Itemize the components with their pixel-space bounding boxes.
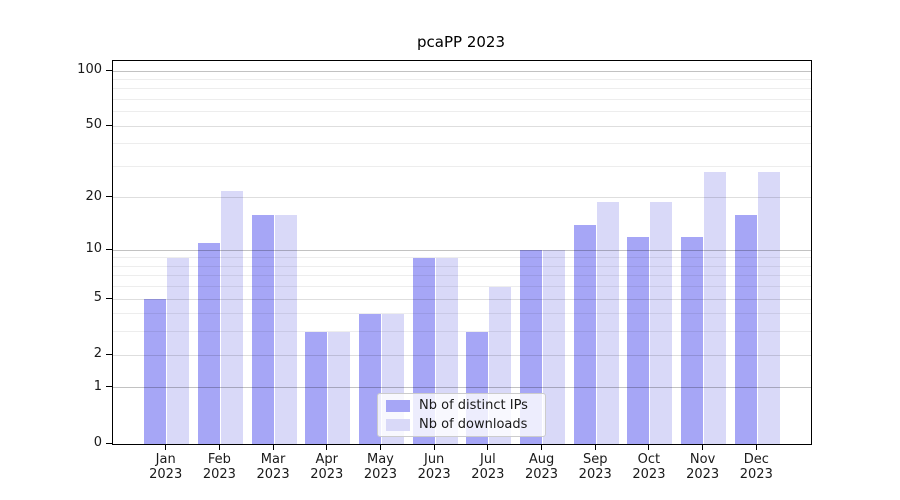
y-tick-label-1: 1 xyxy=(93,378,102,394)
x-tick-label-mar: Mar 2023 xyxy=(256,452,290,482)
x-tick-aug xyxy=(541,444,543,450)
gridline-minor-90 xyxy=(113,78,811,80)
x-tick-mar xyxy=(272,444,274,450)
bar-ips-feb xyxy=(197,243,220,444)
legend-swatch-ips-icon xyxy=(386,399,410,412)
x-tick-feb xyxy=(218,444,220,450)
x-tick-dec xyxy=(755,444,757,450)
gridline-minor-70 xyxy=(113,98,811,100)
gridline-minor-80 xyxy=(113,88,811,90)
bar-downloads-aug xyxy=(543,250,566,444)
x-tick-label-may: May 2023 xyxy=(363,452,397,482)
y-tick-1 xyxy=(106,386,112,388)
y-tick-50 xyxy=(106,124,112,126)
y-tick-100 xyxy=(106,69,112,71)
gridline-minor-40 xyxy=(113,143,811,145)
bar-downloads-oct xyxy=(650,201,673,444)
y-tick-label-100: 100 xyxy=(77,62,102,77)
bar-ips-jan xyxy=(144,299,167,444)
y-tick-label-20: 20 xyxy=(85,188,102,204)
x-tick-jul xyxy=(487,444,489,450)
x-tick-label-jun: Jun 2023 xyxy=(417,452,451,482)
plot-area xyxy=(112,60,812,445)
bar-ips-may xyxy=(358,313,381,444)
y-tick-label-10: 10 xyxy=(85,241,102,257)
bar-downloads-nov xyxy=(704,171,727,444)
y-tick-label-2: 2 xyxy=(93,346,102,362)
chart-title: pcaPP 2023 xyxy=(417,33,505,51)
bar-ips-apr xyxy=(305,331,328,444)
bar-downloads-mar xyxy=(274,215,297,444)
x-tick-label-aug: Aug 2023 xyxy=(524,452,559,482)
gridline-mid-50 xyxy=(113,125,811,127)
gridline-decade-100 xyxy=(113,70,811,72)
x-tick-may xyxy=(379,444,381,450)
y-tick-5 xyxy=(106,297,112,299)
x-tick-label-jul: Jul 2023 xyxy=(471,452,505,482)
y-tick-label-50: 50 xyxy=(85,117,102,133)
legend-label-downloads: Nb of downloads xyxy=(419,416,528,432)
bar-ips-sep xyxy=(573,225,596,444)
x-tick-label-nov: Nov 2023 xyxy=(686,452,720,482)
bar-ips-nov xyxy=(681,236,704,444)
y-tick-0 xyxy=(106,442,112,444)
legend-swatch-downloads-icon xyxy=(386,418,410,431)
y-tick-label-0: 0 xyxy=(93,435,102,450)
x-tick-jan xyxy=(165,444,167,450)
bar-ips-oct xyxy=(627,236,650,444)
x-tick-jun xyxy=(433,444,435,450)
bar-downloads-feb xyxy=(220,190,243,444)
legend: Nb of distinct IPs Nb of downloads xyxy=(377,393,546,437)
bar-ips-dec xyxy=(734,215,757,444)
bar-downloads-sep xyxy=(596,201,619,444)
legend-item-ips: Nb of distinct IPs xyxy=(386,398,537,414)
bar-downloads-jan xyxy=(167,257,190,444)
x-tick-label-feb: Feb 2023 xyxy=(202,452,236,482)
y-tick-10 xyxy=(106,248,112,250)
x-tick-label-apr: Apr 2023 xyxy=(310,452,344,482)
bar-ips-mar xyxy=(251,215,274,444)
legend-label-ips: Nb of distinct IPs xyxy=(419,397,528,413)
x-tick-apr xyxy=(326,444,328,450)
x-tick-label-oct: Oct 2023 xyxy=(632,452,666,482)
y-tick-2 xyxy=(106,353,112,355)
bar-downloads-dec xyxy=(757,171,780,444)
x-tick-nov xyxy=(702,444,704,450)
x-tick-sep xyxy=(594,444,596,450)
gridline-minor-30 xyxy=(113,165,811,167)
bar-downloads-apr xyxy=(328,331,351,444)
x-tick-oct xyxy=(648,444,650,450)
gridline-minor-60 xyxy=(113,111,811,113)
x-tick-label-dec: Dec 2023 xyxy=(739,452,773,482)
x-tick-label-jan: Jan 2023 xyxy=(149,452,183,482)
x-tick-label-sep: Sep 2023 xyxy=(578,452,612,482)
y-tick-20 xyxy=(106,196,112,198)
legend-item-downloads: Nb of downloads xyxy=(386,417,537,433)
y-tick-label-5: 5 xyxy=(93,290,102,306)
